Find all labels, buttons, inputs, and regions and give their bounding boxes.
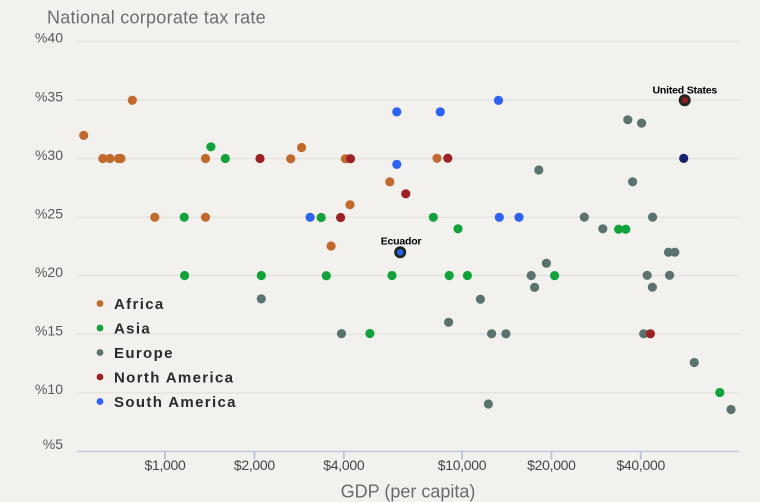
svg-text:%5: %5 [43, 436, 63, 452]
svg-text:GDP (per capita): GDP (per capita) [341, 481, 476, 501]
svg-text:$1,000: $1,000 [144, 457, 186, 473]
svg-text:$40,000: $40,000 [616, 457, 665, 473]
svg-text:%20: %20 [35, 264, 63, 280]
svg-text:$2,000: $2,000 [234, 457, 276, 473]
svg-text:%30: %30 [35, 147, 63, 163]
svg-text:%40: %40 [35, 30, 63, 46]
svg-text:North America: North America [114, 369, 234, 386]
svg-text:Asia: Asia [114, 320, 151, 337]
svg-text:$20,000: $20,000 [527, 457, 576, 473]
svg-text:Ecuador: Ecuador [381, 236, 422, 248]
svg-text:%25: %25 [35, 205, 63, 221]
svg-text:%15: %15 [35, 322, 63, 338]
svg-text:Europe: Europe [114, 345, 174, 362]
svg-text:National corporate tax rate: National corporate tax rate [47, 8, 266, 28]
svg-text:$10,000: $10,000 [438, 457, 487, 473]
svg-text:Africa: Africa [114, 296, 165, 313]
svg-text:%10: %10 [35, 381, 63, 397]
svg-text:United States: United States [653, 84, 718, 96]
svg-text:%35: %35 [35, 88, 63, 104]
svg-text:South America: South America [114, 394, 237, 411]
svg-text:$4,000: $4,000 [323, 457, 365, 473]
